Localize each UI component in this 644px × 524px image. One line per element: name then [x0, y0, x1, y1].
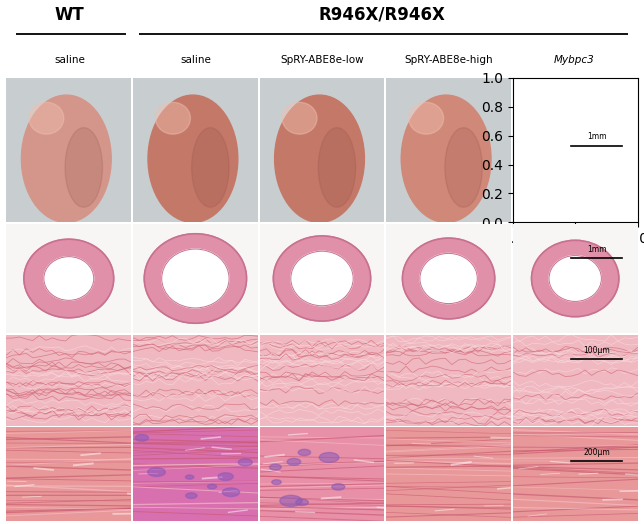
Text: 1mm: 1mm — [587, 245, 607, 254]
Ellipse shape — [207, 484, 216, 489]
Circle shape — [402, 238, 495, 319]
Ellipse shape — [218, 473, 233, 481]
Ellipse shape — [21, 95, 111, 222]
Text: Mybpc3: Mybpc3 — [554, 55, 595, 65]
Text: saline: saline — [54, 55, 85, 65]
Ellipse shape — [445, 128, 482, 207]
Ellipse shape — [272, 480, 281, 485]
Circle shape — [144, 234, 247, 323]
Ellipse shape — [528, 95, 618, 222]
Text: 200μm: 200μm — [583, 448, 611, 457]
Text: SpRY-ABE8e-high: SpRY-ABE8e-high — [404, 55, 493, 65]
Ellipse shape — [147, 467, 166, 476]
Ellipse shape — [296, 499, 308, 506]
Ellipse shape — [192, 128, 229, 207]
Circle shape — [24, 239, 114, 318]
Ellipse shape — [238, 459, 252, 466]
Ellipse shape — [65, 128, 102, 207]
Ellipse shape — [409, 102, 444, 134]
Circle shape — [273, 236, 371, 321]
Ellipse shape — [185, 493, 197, 498]
Text: R946X/R946X: R946X/R946X — [319, 6, 446, 24]
Text: saline: saline — [180, 55, 211, 65]
Ellipse shape — [535, 102, 570, 134]
Ellipse shape — [185, 475, 194, 479]
Circle shape — [531, 241, 619, 316]
Ellipse shape — [287, 458, 301, 465]
Ellipse shape — [148, 95, 238, 222]
Ellipse shape — [401, 95, 491, 222]
Text: 100μm: 100μm — [583, 346, 611, 355]
Ellipse shape — [274, 95, 365, 222]
Text: SpRY-ABE8e-low: SpRY-ABE8e-low — [280, 55, 364, 65]
Ellipse shape — [135, 434, 149, 441]
Ellipse shape — [332, 484, 345, 490]
Ellipse shape — [222, 488, 240, 497]
Text: WT: WT — [55, 6, 84, 24]
Circle shape — [162, 249, 229, 308]
Ellipse shape — [318, 128, 355, 207]
Ellipse shape — [319, 453, 339, 462]
Ellipse shape — [29, 102, 64, 134]
Ellipse shape — [270, 464, 281, 470]
Circle shape — [44, 257, 94, 300]
Ellipse shape — [279, 495, 302, 506]
Circle shape — [549, 256, 601, 301]
Ellipse shape — [282, 102, 317, 134]
Text: 1mm: 1mm — [587, 133, 607, 141]
Ellipse shape — [298, 449, 310, 455]
Circle shape — [420, 254, 477, 303]
Circle shape — [291, 251, 353, 306]
Ellipse shape — [571, 128, 609, 207]
Ellipse shape — [155, 102, 191, 134]
